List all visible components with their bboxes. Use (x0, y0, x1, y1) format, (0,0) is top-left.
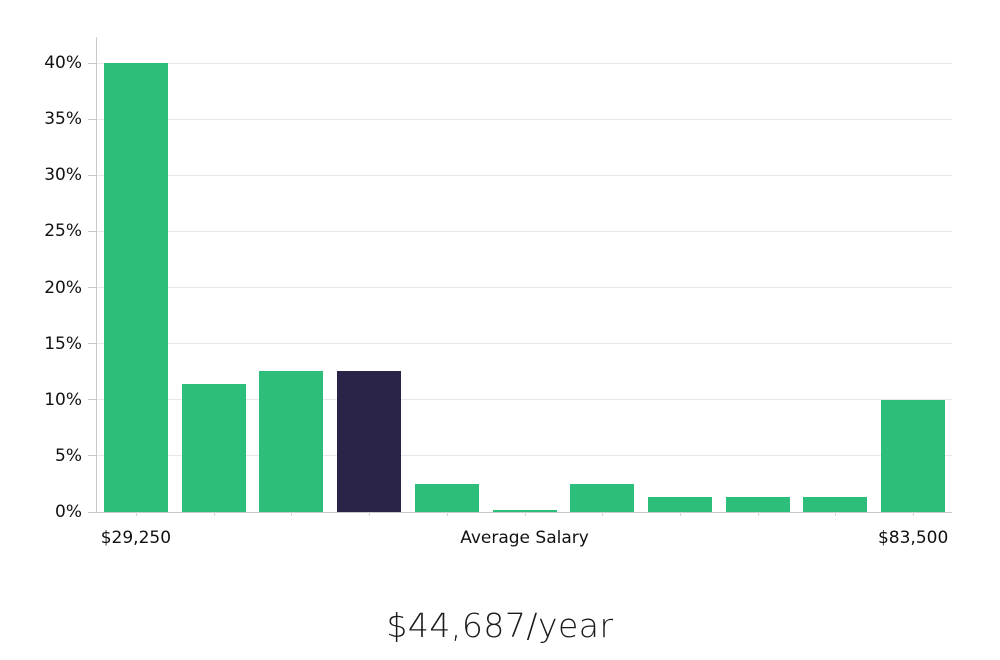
y-axis-tick (88, 62, 96, 64)
gridline (97, 174, 952, 176)
y-axis-tick (88, 118, 96, 120)
y-axis-label: 35% (44, 109, 82, 130)
x-axis-tick (135, 512, 137, 516)
x-axis-label: $29,250 (100, 528, 172, 548)
y-axis-tick (88, 343, 96, 345)
x-axis-label: Average Salary (460, 528, 589, 548)
average-salary-title: $44,687/year (386, 606, 614, 645)
histogram-bar[interactable] (647, 497, 712, 512)
gridline (97, 399, 952, 401)
y-axis-tick (88, 230, 96, 232)
y-axis-line (96, 37, 97, 512)
histogram-bar[interactable] (181, 384, 246, 512)
gridline (97, 230, 952, 232)
histogram-bar[interactable] (414, 483, 479, 512)
histogram-bar[interactable] (570, 483, 635, 512)
y-axis-tick (88, 174, 96, 176)
gridline (97, 62, 952, 64)
histogram-bar[interactable] (803, 497, 868, 512)
y-axis-label: 5% (55, 445, 82, 466)
y-axis-tick (88, 511, 96, 513)
histogram-bar[interactable] (725, 497, 790, 512)
y-axis-tick (88, 287, 96, 288)
x-axis-tick (446, 512, 448, 516)
y-axis-label: 25% (44, 221, 82, 242)
histogram-bar[interactable] (881, 399, 946, 512)
x-axis-tick (369, 512, 371, 516)
histogram-bar-average[interactable] (337, 370, 402, 512)
x-axis-tick (213, 512, 215, 516)
y-axis-tick (88, 399, 96, 401)
x-axis-tick (291, 512, 293, 516)
histogram-bar[interactable] (492, 510, 557, 512)
y-axis-label: 20% (44, 277, 82, 298)
gridline (97, 455, 952, 457)
histogram-bar[interactable] (103, 63, 168, 512)
x-axis-tick (679, 512, 681, 516)
y-axis-label: 10% (44, 389, 82, 410)
gridline (97, 118, 952, 120)
x-axis-tick (835, 512, 837, 516)
plot-area: 0% 5% 10% 15% 20% 25% 30% 35% 40% $29,250 Average … (44, 37, 952, 548)
x-axis-line (96, 512, 952, 513)
x-axis-label: $83,500 (877, 528, 949, 548)
x-axis-tick (524, 512, 526, 516)
y-axis-tick (88, 455, 96, 457)
x-axis-tick (602, 512, 604, 516)
gridline (97, 287, 952, 288)
y-axis-label: 15% (44, 333, 82, 354)
x-axis-tick (913, 512, 915, 516)
x-axis-tick (757, 512, 759, 516)
gridline (97, 343, 952, 345)
y-axis-label: 0% (55, 502, 82, 522)
histogram-bar[interactable] (259, 370, 324, 512)
y-axis-label: 40% (44, 53, 82, 73)
y-axis-label: 30% (44, 165, 82, 186)
